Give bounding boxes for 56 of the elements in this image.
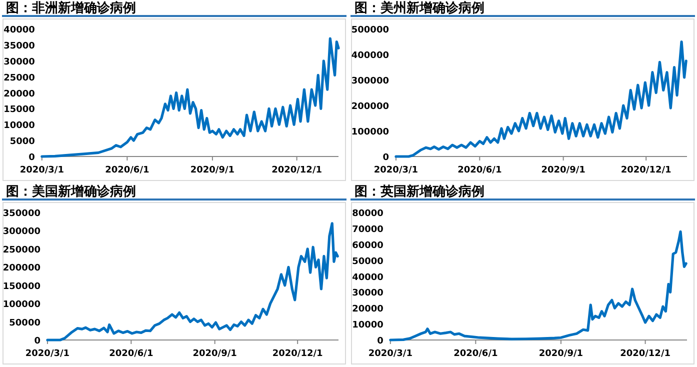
y-tick-label: 40000	[352, 272, 384, 283]
y-tick-label: 300000	[2, 227, 40, 238]
line-series	[46, 222, 339, 342]
x-tick-label: 2020/9/1	[192, 349, 237, 359]
x-tick-label: 2020/6/1	[454, 349, 498, 359]
y-tick-label: 15000	[4, 105, 35, 116]
x-tick-label: 2020/3/1	[374, 166, 418, 176]
x-tick-label: 2020/9/1	[541, 166, 586, 176]
line-series	[394, 40, 688, 158]
x-tick-label: 2020/3/1	[368, 349, 412, 359]
y-tick-label: 500000	[351, 26, 389, 36]
chart-title: 图：非洲新增确诊病例	[6, 0, 136, 16]
x-tick-label: 2020/6/1	[105, 166, 150, 176]
chart-title: 图：美国新增确诊病例	[6, 184, 136, 200]
y-tick-label: 35000	[4, 41, 35, 52]
line-series	[389, 230, 688, 342]
y-tick-label: 10000	[4, 121, 35, 132]
x-tick-label: 2020/12/1	[620, 166, 672, 176]
x-tick-label: 2020/3/1	[25, 349, 70, 359]
y-tick-label: 80000	[352, 209, 384, 219]
y-tick-label: 100000	[2, 300, 40, 310]
y-tick-label: 50000	[9, 318, 40, 328]
y-tick-label: 250000	[2, 245, 40, 256]
x-tick-label: 2020/9/1	[538, 349, 584, 359]
y-tick-label: 0	[377, 336, 384, 346]
x-tick-label: 2020/9/1	[190, 166, 235, 176]
line-series	[40, 37, 340, 158]
y-tick-label: 150000	[2, 282, 40, 292]
y-tick-label: 0	[34, 336, 40, 346]
x-tick-label: 2020/12/1	[272, 349, 323, 359]
x-tick-label: 2020/3/1	[20, 166, 64, 176]
y-tick-label: 10000	[352, 320, 384, 331]
x-tick-label: 2020/12/1	[620, 349, 670, 359]
y-tick-label: 200000	[351, 102, 389, 112]
chart-title: 图：英国新增确诊病例	[354, 184, 484, 200]
y-tick-label: 70000	[352, 224, 384, 235]
y-tick-label: 200000	[2, 264, 40, 274]
x-tick-label: 2020/6/1	[458, 166, 502, 176]
x-tick-label: 2020/6/1	[109, 349, 154, 359]
y-tick-label: 350000	[2, 209, 40, 219]
y-tick-label: 25000	[4, 73, 35, 84]
x-tick-label: 2020/12/1	[272, 166, 322, 176]
y-tick-label: 60000	[352, 240, 384, 251]
y-tick-label: 300000	[351, 76, 389, 86]
y-tick-label: 400000	[351, 51, 389, 61]
y-tick-label: 40000	[4, 26, 35, 36]
y-tick-label: 0	[382, 153, 389, 163]
y-tick-label: 20000	[352, 304, 384, 315]
y-tick-label: 30000	[4, 57, 35, 68]
y-tick-label: 30000	[352, 288, 384, 299]
chart-title: 图：美州新增确诊病例	[354, 0, 484, 16]
y-tick-label: 50000	[352, 256, 384, 267]
y-tick-label: 5000	[10, 137, 35, 148]
y-tick-label: 100000	[351, 128, 389, 138]
y-tick-label: 0	[28, 153, 35, 163]
y-tick-label: 20000	[4, 89, 35, 100]
